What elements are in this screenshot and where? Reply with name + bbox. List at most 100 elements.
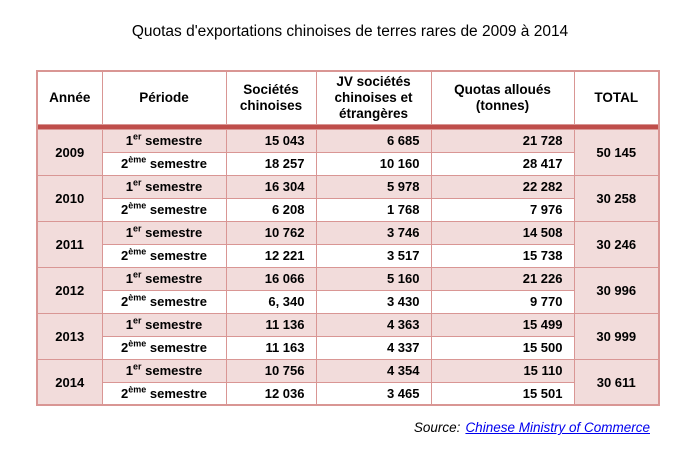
page-title: Quotas d'exportations chinoises de terre… xyxy=(131,23,569,40)
period-rest: semestre xyxy=(146,248,207,264)
table-row-first-semester: 2011 1er semestre 10 762 3 746 14 508 30 246 xyxy=(36,220,660,268)
period-cell: 1er semestre xyxy=(101,312,227,337)
chinese-companies-value: 11 136 xyxy=(225,312,317,337)
table-row-second-semester: 2ème semestre 12 221 3 517 15 738 xyxy=(37,243,659,268)
period-rest: semestre xyxy=(141,225,203,241)
period-ordinal-suffix: er xyxy=(133,223,142,234)
period-cell: 1er semestre xyxy=(101,128,227,153)
chinese-companies-value: 12 221 xyxy=(225,243,317,268)
period-base: 2 xyxy=(121,294,129,310)
jv-companies-value: 5 160 xyxy=(315,266,432,291)
period-ordinal-suffix: er xyxy=(133,315,142,326)
period-cell: 2ème semestre xyxy=(101,289,227,314)
period-rest: semestre xyxy=(141,179,203,195)
period-cell: 2ème semestre xyxy=(101,243,227,268)
period-rest: semestre xyxy=(141,317,203,333)
table-row-first-semester: 2014 1er semestre 10 756 4 354 15 110 30 611 xyxy=(36,358,660,406)
period-ordinal-suffix: ème xyxy=(128,292,147,303)
period-cell: 1er semestre xyxy=(101,220,227,245)
period-base: 1 xyxy=(125,363,133,379)
quota-allocated-value: 28 417 xyxy=(430,151,575,176)
period-base: 2 xyxy=(121,340,129,356)
chinese-companies-value: 16 304 xyxy=(225,174,317,199)
period-ordinal-suffix: er xyxy=(133,131,142,142)
quota-allocated-value: 15 501 xyxy=(430,381,575,406)
table-head: Année Période Sociétés chinoises JV soci… xyxy=(36,70,660,130)
table-row-second-semester: 2ème semestre 18 257 10 160 28 417 xyxy=(37,151,659,176)
source-line: Source: Chinese Ministry of Commerce xyxy=(0,420,650,435)
table-row-second-semester: 2ème semestre 12 036 3 465 15 501 xyxy=(37,381,659,406)
jv-companies-value: 3 517 xyxy=(315,243,432,268)
chinese-companies-value: 10 756 xyxy=(225,358,317,383)
period-cell: 2ème semestre xyxy=(101,335,227,360)
quota-allocated-value: 15 500 xyxy=(430,335,575,360)
period-rest: semestre xyxy=(141,363,203,379)
quota-allocated-value: 9 770 xyxy=(430,289,575,314)
period-base: 2 xyxy=(121,386,129,402)
period-rest: semestre xyxy=(146,294,207,310)
chinese-companies-value: 10 762 xyxy=(225,220,317,245)
table-body: 2009 1er semestre 15 043 6 685 21 728 50 145 2… xyxy=(36,128,660,406)
total-cell: 30 999 xyxy=(573,312,660,360)
quota-allocated-value: 15 110 xyxy=(430,358,575,383)
period-base: 1 xyxy=(125,133,133,149)
chinese-companies-value: 16 066 xyxy=(225,266,317,291)
period-cell: 1er semestre xyxy=(101,174,227,199)
table-row-first-semester: 2009 1er semestre 15 043 6 685 21 728 50 145 xyxy=(36,128,660,176)
table-row-first-semester: 2013 1er semestre 11 136 4 363 15 499 30 999 xyxy=(36,312,660,360)
source-label: Source: xyxy=(413,420,461,436)
period-ordinal-suffix: er xyxy=(133,269,142,280)
period-base: 1 xyxy=(125,179,133,195)
year-cell: 2009 xyxy=(36,128,103,176)
quota-allocated-value: 21 728 xyxy=(430,128,575,153)
quota-allocated-value: 21 226 xyxy=(430,266,575,291)
period-base: 2 xyxy=(121,248,129,264)
table-row-second-semester: 2ème semestre 11 163 4 337 15 500 xyxy=(37,335,659,360)
jv-companies-value: 6 685 xyxy=(315,128,432,153)
period-ordinal-suffix: ème xyxy=(128,246,147,257)
period-rest: semestre xyxy=(146,202,207,218)
header-total: TOTAL xyxy=(573,70,660,125)
source-link[interactable]: Chinese Ministry of Commerce xyxy=(465,420,650,436)
year-cell: 2010 xyxy=(36,174,103,222)
period-base: 1 xyxy=(125,271,133,287)
quota-allocated-value: 15 499 xyxy=(430,312,575,337)
table-row-second-semester: 2ème semestre 6 208 1 768 7 976 xyxy=(37,197,659,222)
period-base: 2 xyxy=(121,202,129,218)
table-row-first-semester: 2012 1er semestre 16 066 5 160 21 226 30 996 xyxy=(36,266,660,314)
period-rest: semestre xyxy=(146,156,207,172)
chinese-companies-value: 6, 340 xyxy=(225,289,317,314)
quota-allocated-value: 15 738 xyxy=(430,243,575,268)
period-rest: semestre xyxy=(141,133,203,149)
header-annee: Année xyxy=(36,70,103,125)
period-ordinal-suffix: ème xyxy=(128,154,147,165)
jv-companies-value: 3 746 xyxy=(315,220,432,245)
period-cell: 1er semestre xyxy=(101,266,227,291)
header-societes-chinoises: Sociétés chinoises xyxy=(225,70,317,125)
year-cell: 2012 xyxy=(36,266,103,314)
chinese-companies-value: 6 208 xyxy=(225,197,317,222)
period-cell: 2ème semestre xyxy=(101,151,227,176)
period-base: 2 xyxy=(121,156,129,172)
jv-companies-value: 5 978 xyxy=(315,174,432,199)
total-cell: 30 996 xyxy=(573,266,660,314)
period-cell: 1er semestre xyxy=(101,358,227,383)
quota-allocated-value: 22 282 xyxy=(430,174,575,199)
period-ordinal-suffix: ème xyxy=(128,384,147,395)
chinese-companies-value: 18 257 xyxy=(225,151,317,176)
period-ordinal-suffix: ème xyxy=(128,200,147,211)
period-base: 1 xyxy=(125,317,133,333)
jv-companies-value: 4 363 xyxy=(315,312,432,337)
header-periode: Période xyxy=(101,70,227,125)
period-ordinal-suffix: er xyxy=(133,361,142,372)
year-cell: 2014 xyxy=(36,358,103,406)
period-rest: semestre xyxy=(146,386,207,402)
jv-companies-value: 4 354 xyxy=(315,358,432,383)
period-ordinal-suffix: er xyxy=(133,177,142,188)
period-cell: 2ème semestre xyxy=(101,197,227,222)
total-cell: 30 258 xyxy=(573,174,660,222)
quota-table: Année Période Sociétés chinoises JV soci… xyxy=(36,70,660,407)
year-cell: 2011 xyxy=(36,220,103,268)
total-cell: 30 246 xyxy=(573,220,660,268)
